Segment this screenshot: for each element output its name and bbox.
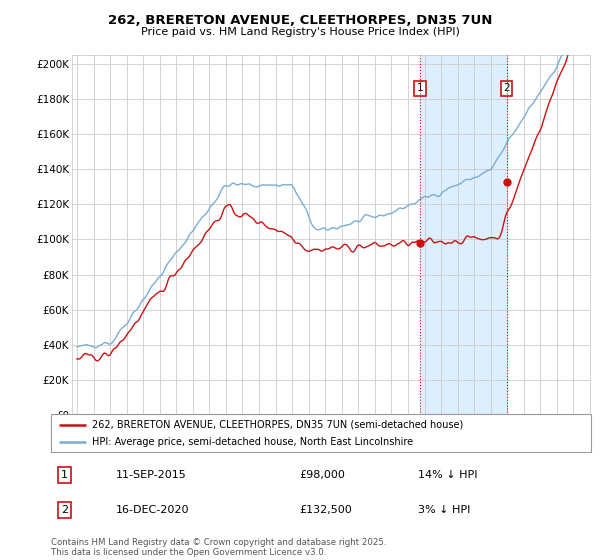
- Text: 262, BRERETON AVENUE, CLEETHORPES, DN35 7UN: 262, BRERETON AVENUE, CLEETHORPES, DN35 …: [108, 14, 492, 27]
- FancyBboxPatch shape: [51, 414, 591, 452]
- Text: 1: 1: [61, 470, 68, 480]
- Text: 14% ↓ HPI: 14% ↓ HPI: [418, 470, 478, 480]
- Text: 1: 1: [416, 83, 423, 94]
- Text: 16-DEC-2020: 16-DEC-2020: [116, 505, 190, 515]
- Text: £98,000: £98,000: [299, 470, 345, 480]
- Text: £132,500: £132,500: [299, 505, 352, 515]
- Text: HPI: Average price, semi-detached house, North East Lincolnshire: HPI: Average price, semi-detached house,…: [91, 437, 413, 447]
- Text: Contains HM Land Registry data © Crown copyright and database right 2025.
This d: Contains HM Land Registry data © Crown c…: [51, 538, 386, 557]
- Text: 11-SEP-2015: 11-SEP-2015: [116, 470, 187, 480]
- Bar: [419, 55, 506, 415]
- Text: Price paid vs. HM Land Registry's House Price Index (HPI): Price paid vs. HM Land Registry's House …: [140, 27, 460, 37]
- Text: 2: 2: [61, 505, 68, 515]
- Text: 3% ↓ HPI: 3% ↓ HPI: [418, 505, 470, 515]
- Text: 2: 2: [503, 83, 510, 94]
- Text: 262, BRERETON AVENUE, CLEETHORPES, DN35 7UN (semi-detached house): 262, BRERETON AVENUE, CLEETHORPES, DN35 …: [91, 419, 463, 430]
